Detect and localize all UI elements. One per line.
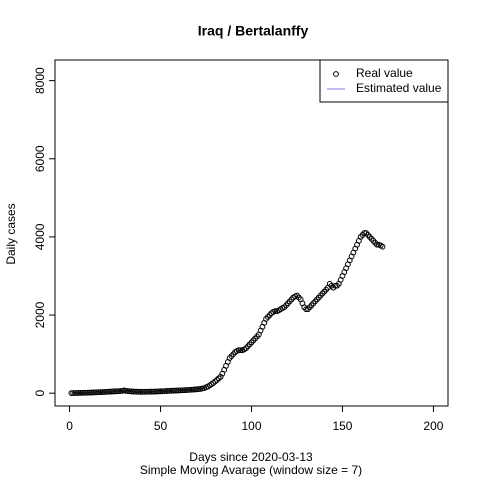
y-axis-label: Daily cases — [4, 203, 18, 264]
data-point — [106, 388, 113, 395]
data-point — [112, 388, 118, 395]
data-point — [133, 388, 140, 395]
data-point — [374, 241, 380, 248]
x-tick-label: 200 — [423, 419, 443, 433]
data-point — [95, 389, 102, 396]
data-point — [183, 387, 189, 393]
legend-label: Real value — [356, 66, 413, 80]
subtitle: Simple Moving Avarage (window size = 7) — [140, 463, 362, 477]
data-point — [139, 388, 146, 395]
data-point — [175, 387, 182, 394]
data-point — [184, 387, 191, 393]
data-point — [68, 390, 75, 397]
data-point — [235, 347, 242, 354]
data-point — [113, 388, 120, 395]
data-point — [144, 388, 151, 395]
data-point — [148, 388, 155, 395]
data-point — [163, 388, 169, 394]
y-tick-label: 2000 — [33, 301, 47, 328]
data-point — [172, 387, 178, 394]
data-point — [186, 386, 193, 393]
x-tick-label: 150 — [332, 419, 352, 433]
data-point — [272, 308, 279, 315]
data-point — [137, 388, 144, 395]
data-point — [83, 389, 89, 396]
data-point — [110, 388, 117, 395]
data-point — [128, 388, 135, 395]
data-point — [159, 388, 166, 395]
x-tick-label: 0 — [66, 419, 73, 433]
data-point — [237, 347, 244, 354]
data-point — [161, 388, 168, 395]
data-point — [92, 389, 98, 396]
data-point — [181, 387, 188, 394]
legend-marker — [333, 71, 339, 77]
data-point — [86, 389, 93, 396]
data-point — [157, 388, 164, 395]
legend-box — [319, 59, 449, 103]
x-tick-label: 50 — [154, 419, 168, 433]
data-point — [155, 388, 162, 395]
data-point — [168, 387, 175, 394]
chart-title: Iraq / Bertalanffy — [198, 23, 309, 39]
data-point — [84, 389, 91, 396]
data-point — [141, 388, 148, 395]
data-point — [104, 388, 111, 395]
data-point — [143, 388, 149, 395]
x-axis-label: Days since 2020-03-13 — [189, 450, 313, 464]
data-point — [130, 388, 137, 395]
data-point — [97, 389, 104, 396]
data-point — [79, 389, 86, 396]
data-point — [115, 388, 122, 395]
y-tick-label: 8000 — [33, 67, 47, 94]
y-tick-label: 6000 — [33, 145, 47, 172]
data-point — [179, 387, 186, 394]
data-point — [72, 390, 78, 396]
legend-label: Estimated value — [356, 81, 442, 95]
data-point — [93, 389, 100, 396]
data-point — [132, 388, 138, 395]
data-point — [108, 388, 115, 395]
data-point — [170, 387, 177, 394]
data-point — [177, 387, 184, 394]
data-point — [101, 389, 108, 395]
y-tick-label: 0 — [33, 390, 47, 397]
data-point — [164, 388, 171, 394]
data-point — [88, 389, 95, 396]
y-tick-label: 4000 — [33, 223, 47, 250]
data-point — [166, 387, 173, 394]
data-point — [70, 390, 77, 396]
data-point — [153, 388, 160, 395]
data-point — [150, 388, 157, 395]
data-point — [146, 388, 153, 395]
data-point — [174, 387, 180, 394]
data-point — [90, 389, 97, 396]
data-point — [379, 243, 386, 250]
data-point — [152, 388, 158, 395]
data-point — [81, 389, 88, 396]
x-tick-label: 100 — [241, 419, 261, 433]
data-point — [135, 388, 142, 395]
data-point — [77, 390, 84, 396]
data-point — [73, 390, 80, 396]
data-point — [103, 388, 109, 395]
plot-frame — [54, 59, 449, 407]
data-point — [99, 389, 106, 395]
data-point — [75, 390, 82, 396]
